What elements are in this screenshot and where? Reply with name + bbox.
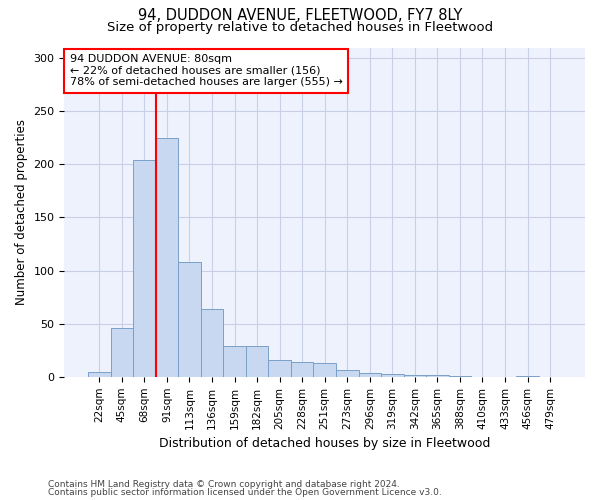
Text: Contains HM Land Registry data © Crown copyright and database right 2024.: Contains HM Land Registry data © Crown c… xyxy=(48,480,400,489)
Bar xyxy=(291,362,313,377)
Bar xyxy=(449,376,471,377)
Bar xyxy=(516,376,539,377)
Bar xyxy=(201,309,223,377)
Bar xyxy=(246,346,268,377)
Bar xyxy=(313,363,336,377)
Bar xyxy=(88,372,110,377)
Text: 94, DUDDON AVENUE, FLEETWOOD, FY7 8LY: 94, DUDDON AVENUE, FLEETWOOD, FY7 8LY xyxy=(138,8,462,22)
Bar xyxy=(359,372,381,377)
Y-axis label: Number of detached properties: Number of detached properties xyxy=(15,119,28,305)
Bar xyxy=(426,374,449,377)
Text: Size of property relative to detached houses in Fleetwood: Size of property relative to detached ho… xyxy=(107,21,493,34)
Bar xyxy=(268,360,291,377)
Bar xyxy=(110,328,133,377)
Bar xyxy=(223,346,246,377)
Bar xyxy=(381,374,404,377)
Bar xyxy=(155,138,178,377)
Bar xyxy=(178,262,201,377)
Bar xyxy=(133,160,155,377)
Bar xyxy=(404,374,426,377)
X-axis label: Distribution of detached houses by size in Fleetwood: Distribution of detached houses by size … xyxy=(159,437,490,450)
Text: 94 DUDDON AVENUE: 80sqm
← 22% of detached houses are smaller (156)
78% of semi-d: 94 DUDDON AVENUE: 80sqm ← 22% of detache… xyxy=(70,54,343,88)
Bar xyxy=(336,370,359,377)
Text: Contains public sector information licensed under the Open Government Licence v3: Contains public sector information licen… xyxy=(48,488,442,497)
